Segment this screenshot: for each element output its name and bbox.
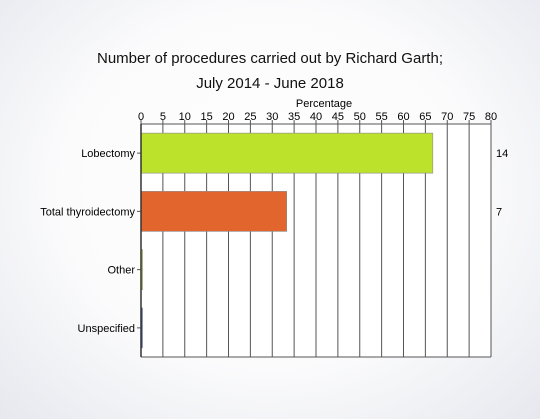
x-tick-label: 30 [266, 111, 278, 123]
bars [140, 132, 434, 349]
x-tick-label: 5 [160, 111, 166, 123]
category-label: Lobectomy [81, 148, 135, 160]
category-labels: Lobectomy Total thyroidectomy Other Unspeci… [40, 148, 141, 335]
x-tick-label: 25 [244, 111, 256, 123]
chart-subtitle: July 2014 - June 2018 [196, 75, 344, 92]
x-tick-label: 55 [376, 111, 388, 123]
x-axis-ticks: 0 5 10 15 20 25 30 35 40 45 50 55 60 65 70 75 80 [138, 111, 497, 124]
category-label: Total thyroidectomy [40, 206, 135, 218]
x-axis-label: Percentage [296, 98, 352, 110]
x-tick-label: 50 [354, 111, 366, 123]
x-tick-label: 15 [201, 111, 213, 123]
x-tick-label: 10 [179, 111, 191, 123]
bar [140, 191, 287, 232]
x-tick-label: 0 [138, 111, 144, 123]
x-tick-label: 40 [310, 111, 322, 123]
x-tick-label: 45 [332, 111, 344, 123]
category-label: Other [107, 265, 135, 277]
count-label: 7 [496, 206, 502, 218]
x-tick-label: 35 [288, 111, 300, 123]
category-label: Unspecified [78, 323, 135, 335]
x-tick-label: 65 [419, 111, 431, 123]
x-tick-label: 70 [441, 111, 453, 123]
x-tick-label: 20 [222, 111, 234, 123]
count-label: 14 [496, 148, 508, 160]
x-tick-label: 60 [397, 111, 409, 123]
x-tick-label: 80 [485, 111, 497, 123]
x-tick-label: 75 [463, 111, 475, 123]
bar [140, 132, 434, 174]
chart-title: Number of procedures carried out by Rich… [97, 50, 443, 67]
count-labels: 14 7 [496, 148, 508, 218]
